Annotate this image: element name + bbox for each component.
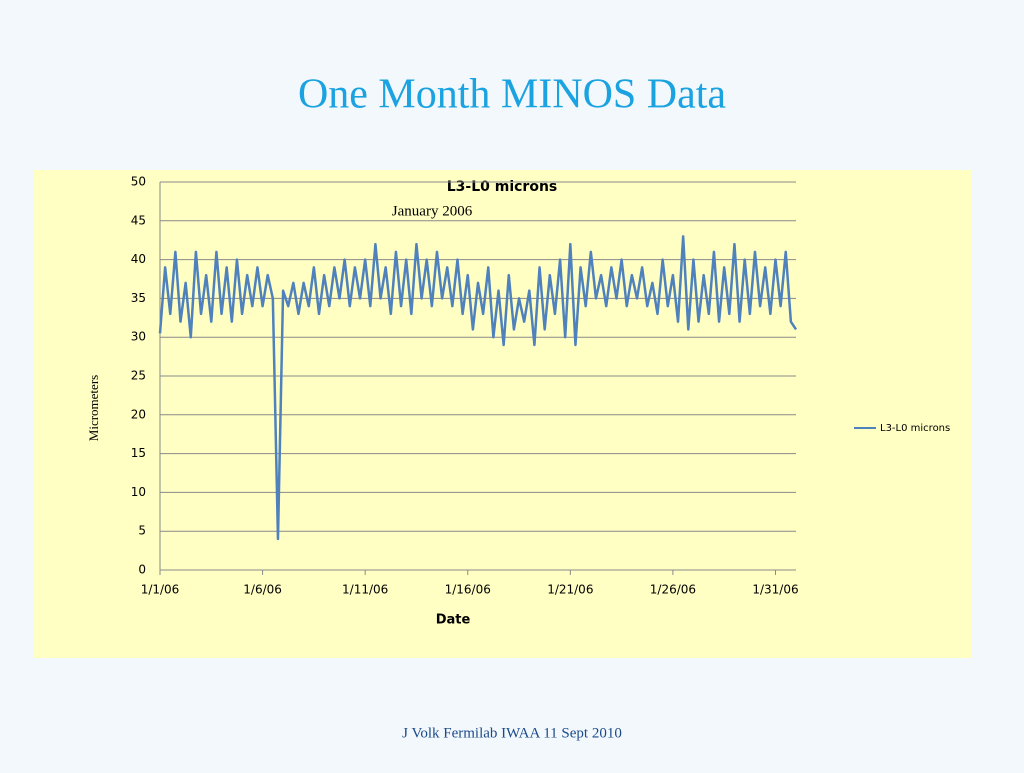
y-tick-label: 45 bbox=[131, 213, 146, 227]
y-tick-label: 15 bbox=[131, 446, 146, 460]
chart-area bbox=[34, 170, 972, 658]
y-tick-label: 30 bbox=[131, 330, 146, 344]
x-tick-label: 1/31/06 bbox=[752, 583, 798, 597]
x-tick-label: 1/1/06 bbox=[141, 583, 180, 597]
y-tick-label: 5 bbox=[138, 524, 146, 538]
slide-title: One Month MINOS Data bbox=[298, 72, 726, 118]
y-tick-label: 20 bbox=[131, 407, 146, 421]
x-tick-label: 1/6/06 bbox=[243, 583, 282, 597]
y-tick-label: 25 bbox=[131, 369, 146, 383]
y-tick-label: 0 bbox=[138, 563, 146, 577]
x-tick-label: 1/26/06 bbox=[650, 583, 696, 597]
y-axis-label: Micrometers bbox=[86, 375, 101, 441]
footer: J Volk Fermilab IWAA 11 Sept 2010 bbox=[402, 725, 622, 741]
legend-label: L3-L0 microns bbox=[880, 423, 950, 434]
y-tick-label: 50 bbox=[131, 175, 146, 189]
y-tick-label: 40 bbox=[131, 252, 146, 266]
chart-subtitle: January 2006 bbox=[392, 203, 473, 219]
x-axis-label: Date bbox=[436, 613, 471, 628]
y-tick-label: 10 bbox=[131, 485, 146, 499]
x-tick-label: 1/21/06 bbox=[547, 583, 593, 597]
x-tick-label: 1/11/06 bbox=[342, 583, 388, 597]
chart-title: L3-L0 microns bbox=[447, 179, 558, 195]
y-tick-label: 35 bbox=[131, 291, 146, 305]
x-tick-label: 1/16/06 bbox=[445, 583, 491, 597]
data-line bbox=[158, 235, 798, 541]
